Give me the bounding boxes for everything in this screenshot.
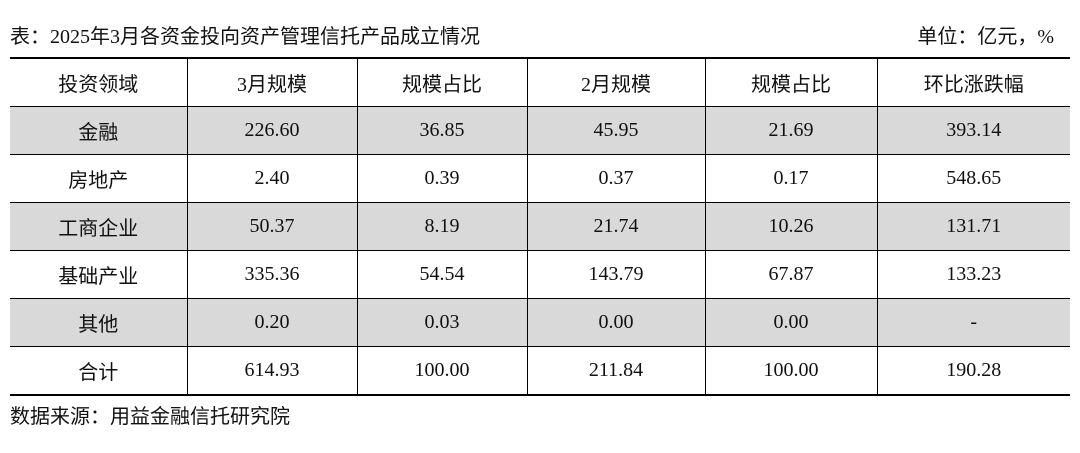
table-cell: 67.87 [704,250,877,299]
table-row: 合计 614.93 100.00 211.84 100.00 190.28 [10,346,1070,395]
table-body: 金融 226.60 36.85 45.95 21.69 393.14 房地产 2.40 0.39… [10,106,1070,395]
row-label: 工商企业 [10,202,187,251]
table-cell: 54.54 [356,250,527,299]
table-cell: 0.37 [526,154,705,203]
column-header: 2月规模 [526,57,705,107]
column-header: 投资领域 [10,57,187,107]
table-cell: 226.60 [186,106,357,155]
header-row: 投资领域 3月规模 规模占比 2月规模 规模占比 环比涨跌幅 [10,57,1070,107]
table-cell: 0.17 [704,154,877,203]
table-cell: 548.65 [876,154,1070,203]
row-label: 合计 [10,346,187,395]
column-header: 规模占比 [704,57,877,107]
table-cell: - [876,298,1070,347]
table-row: 房地产 2.40 0.39 0.37 0.17 548.65 [10,154,1070,203]
unit-label: 单位：亿元，% [917,26,1054,48]
table-cell: 100.00 [704,346,877,395]
table-cell: 45.95 [526,106,705,155]
source-note: 数据来源：用益金融信托研究院 [10,406,290,428]
column-header: 环比涨跌幅 [876,57,1070,107]
table-row: 工商企业 50.37 8.19 21.74 10.26 131.71 [10,202,1070,251]
table-cell: 0.20 [186,298,357,347]
table-cell: 21.74 [526,202,705,251]
table-cell: 335.36 [186,250,357,299]
table-cell: 0.03 [356,298,527,347]
table-cell: 21.69 [704,106,877,155]
table-cell: 10.26 [704,202,877,251]
table-title: 表：2025年3月各资金投向资产管理信托产品成立情况 [10,26,480,48]
table-cell: 143.79 [526,250,705,299]
table-row: 金融 226.60 36.85 45.95 21.69 393.14 [10,106,1070,155]
table-cell: 50.37 [186,202,357,251]
data-table: 投资领域 3月规模 规模占比 2月规模 规模占比 环比涨跌幅 金融 226.60 36.85 4… [10,57,1070,396]
table-cell: 190.28 [876,346,1070,395]
table-cell: 211.84 [526,346,705,395]
table-row: 基础产业 335.36 54.54 143.79 67.87 133.23 [10,250,1070,299]
table-cell: 8.19 [356,202,527,251]
row-label: 基础产业 [10,250,187,299]
row-label: 房地产 [10,154,187,203]
table-head: 投资领域 3月规模 规模占比 2月规模 规模占比 环比涨跌幅 [10,57,1070,107]
table-cell: 0.00 [526,298,705,347]
row-label: 其他 [10,298,187,347]
table-cell: 2.40 [186,154,357,203]
table-cell: 0.39 [356,154,527,203]
table-row: 其他 0.20 0.03 0.00 0.00- [10,298,1070,347]
table-cell: 36.85 [356,106,527,155]
table-cell: 393.14 [876,106,1070,155]
row-label: 金融 [10,106,187,155]
column-header: 规模占比 [356,57,527,107]
table-cell: 614.93 [186,346,357,395]
table-cell: 131.71 [876,202,1070,251]
table-cell: 100.00 [356,346,527,395]
table-cell: 0.00 [704,298,877,347]
table-cell: 133.23 [876,250,1070,299]
column-header: 3月规模 [186,57,357,107]
